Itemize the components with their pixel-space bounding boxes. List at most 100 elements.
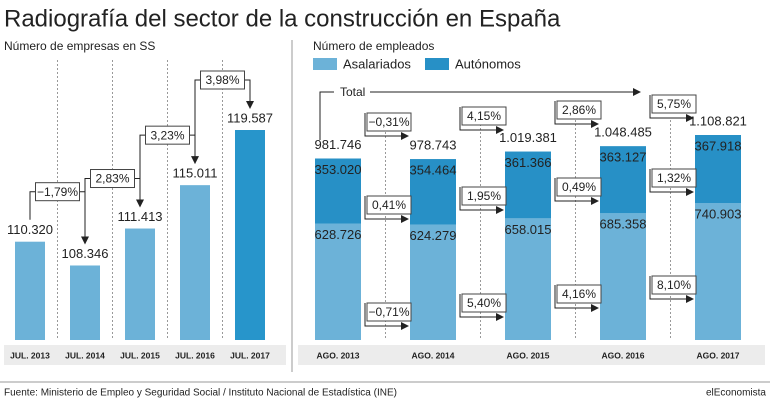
change-label: 4,15% xyxy=(467,109,501,123)
value-label: 108.346 xyxy=(62,246,109,261)
change-label: 3,98% xyxy=(205,73,239,87)
change-arrow xyxy=(554,178,599,205)
bar-segment xyxy=(600,213,646,340)
value-label: 685.358 xyxy=(600,217,647,232)
change-label: 1,95% xyxy=(467,189,501,203)
x-tick-label: JUL. 2015 xyxy=(120,350,160,360)
x-tick-label: AGO. 2014 xyxy=(412,350,455,360)
bar-segment xyxy=(505,218,551,340)
value-label: 361.366 xyxy=(505,155,552,170)
value-label: 740.903 xyxy=(695,206,742,221)
change-arrow xyxy=(459,107,504,134)
bar-segment xyxy=(600,146,646,214)
total-arrow xyxy=(319,88,641,140)
change-box xyxy=(556,284,602,304)
value-label: 367.918 xyxy=(695,138,742,153)
change-arrow xyxy=(649,95,694,122)
bar-segment xyxy=(505,151,551,219)
subtitle: Número de empleados xyxy=(313,39,434,53)
value-label: 111.413 xyxy=(117,209,162,224)
source: Fuente: Ministerio de Empleo y Seguridad… xyxy=(4,388,397,399)
total-label: 1.108.821 xyxy=(689,113,747,128)
change-label: 5,40% xyxy=(467,296,501,310)
change-label: 3,23% xyxy=(150,128,184,142)
change-arrow xyxy=(649,169,694,196)
value-label: 363.127 xyxy=(600,150,647,165)
bar-segment xyxy=(410,159,456,225)
x-tick-label: JUL. 2014 xyxy=(65,350,105,360)
change-label: 5,75% xyxy=(657,97,691,111)
bar xyxy=(15,241,45,340)
change-label: 2,83% xyxy=(95,172,129,186)
value-label: 624.279 xyxy=(410,228,457,243)
change-box xyxy=(145,125,190,145)
change-box xyxy=(651,275,697,295)
change-arrow xyxy=(459,294,504,321)
x-tick-label: JUL. 2017 xyxy=(230,350,270,360)
bar-segment xyxy=(410,224,456,340)
bar-segment xyxy=(695,135,741,204)
value-label: 110.320 xyxy=(7,222,53,237)
change-box xyxy=(651,94,697,114)
change-box xyxy=(366,302,412,322)
total-name: Total xyxy=(340,85,365,99)
legend-label: Asalariados xyxy=(343,56,411,71)
bar xyxy=(235,130,265,340)
title: Radiografía del sector de la construcció… xyxy=(4,5,561,32)
x-tick-label: AGO. 2017 xyxy=(697,350,740,360)
change-label: −1,79% xyxy=(37,185,78,199)
change-label: 1,32% xyxy=(657,171,691,185)
change-label: −0,71% xyxy=(368,305,409,319)
change-box xyxy=(461,106,507,126)
bar xyxy=(125,228,155,340)
bar-segment xyxy=(315,223,361,340)
change-arrow xyxy=(364,303,409,330)
change-label: 4,16% xyxy=(562,287,596,301)
change-label: −0,31% xyxy=(368,115,409,129)
total-bg xyxy=(334,84,370,100)
change-box xyxy=(366,112,412,132)
value-label: 119.587 xyxy=(227,110,273,125)
x-tick-label: AGO. 2016 xyxy=(602,350,645,360)
subtitle: Número de empresas en SS xyxy=(4,39,155,53)
change-arrow xyxy=(459,187,504,214)
change-box xyxy=(90,169,135,189)
value-label: 628.726 xyxy=(315,227,362,242)
change-box xyxy=(651,168,697,188)
change-box xyxy=(35,182,80,202)
change-label: 0,41% xyxy=(372,198,406,212)
total-label: 1.048.485 xyxy=(594,125,652,140)
total-label: 1.019.381 xyxy=(499,130,557,145)
value-label: 353.020 xyxy=(315,162,362,177)
total-label: 978.743 xyxy=(410,137,457,152)
change-box xyxy=(366,195,412,215)
change-label: 0,49% xyxy=(562,180,596,194)
x-tick-label: JUL. 2016 xyxy=(175,350,215,360)
value-label: 115.011 xyxy=(172,166,217,181)
change-label: 8,10% xyxy=(657,278,691,292)
brand: elEconomista xyxy=(706,388,766,399)
change-box xyxy=(556,100,602,120)
category-band xyxy=(298,345,765,365)
legend-swatch xyxy=(425,58,449,70)
change-label: 2,86% xyxy=(562,103,596,117)
x-tick-label: AGO. 2015 xyxy=(507,350,550,360)
change-box xyxy=(556,177,602,197)
bar-segment xyxy=(315,158,361,224)
change-arrow xyxy=(554,101,599,128)
bar xyxy=(70,265,100,340)
value-label: 354.464 xyxy=(410,162,457,177)
change-box xyxy=(461,186,507,206)
x-tick-label: JUL. 2013 xyxy=(10,350,50,360)
change-arrow xyxy=(554,285,599,312)
value-label: 658.015 xyxy=(505,222,552,237)
category-band xyxy=(4,345,286,365)
x-tick-label: AGO. 2013 xyxy=(317,350,360,360)
change-arrow xyxy=(649,276,694,303)
legend-label: Autónomos xyxy=(455,56,521,71)
change-arrow xyxy=(364,113,409,140)
change-box xyxy=(200,70,245,90)
total-label: 981.746 xyxy=(315,137,362,152)
legend-swatch xyxy=(313,58,337,70)
